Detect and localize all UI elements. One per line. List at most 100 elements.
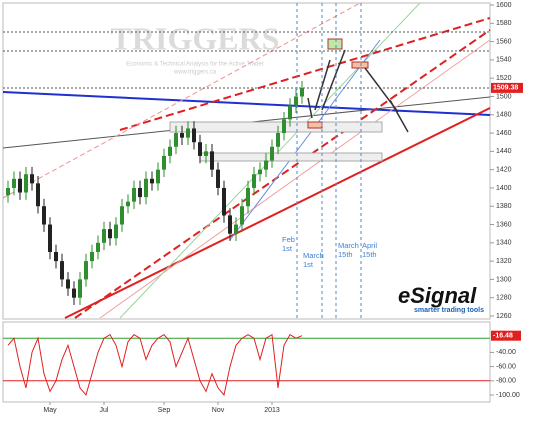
candle-body (54, 251, 58, 262)
logo-tagline: smarter trading tools (414, 307, 484, 314)
candle-body (168, 146, 172, 156)
annotation: 1st (303, 260, 314, 269)
y-tick-label: -60.00 (496, 363, 516, 370)
y-tick-label: 1600 (496, 2, 512, 9)
date-lines (296, 3, 362, 319)
candle-body (240, 206, 244, 225)
candle-body (180, 133, 184, 138)
y-tick-label: 1360 (496, 221, 512, 228)
candle-body (60, 261, 64, 280)
logo-name: eSignal (398, 283, 477, 308)
candle-body (264, 160, 268, 170)
candle-body (18, 178, 22, 193)
watermark: TRIGGERS Economic & Technical Analysis f… (111, 20, 280, 75)
candle-body (30, 174, 34, 184)
last-value-box (491, 82, 523, 93)
candle-body (144, 178, 148, 198)
candle-body (210, 151, 214, 170)
y-tick-label: 1580 (496, 20, 512, 27)
y-tick-label: 1560 (496, 38, 512, 45)
y-tick-label: -40.00 (496, 349, 516, 356)
candle-body (114, 224, 118, 239)
candle-body (48, 224, 52, 252)
candle-body (246, 187, 250, 207)
candle-body (150, 178, 154, 184)
y-tick-label: 1400 (496, 185, 512, 192)
annotation: April (362, 241, 377, 250)
annotation: March (303, 251, 324, 260)
watermark-url: www.triggers.ca (173, 70, 217, 76)
y-tick-label: -100.00 (496, 392, 520, 399)
candle-body (282, 119, 286, 134)
candle-body (66, 279, 70, 289)
candle-body (108, 229, 112, 239)
y-tick-label: 1460 (496, 130, 512, 137)
candle-body (24, 174, 28, 193)
candle-body (192, 128, 196, 143)
candle-body (216, 169, 220, 188)
y-tick-label: 1520 (496, 75, 512, 82)
candle-body (300, 87, 304, 97)
x-tick-label: Sep (158, 407, 171, 414)
annotation: 1st (282, 244, 293, 253)
candle-body (270, 146, 274, 161)
y-tick-label: 1420 (496, 166, 512, 173)
candle-body (294, 96, 298, 106)
candle-body (102, 229, 106, 243)
candle-body (120, 206, 124, 225)
candle-body (78, 279, 82, 298)
candle-body (132, 187, 136, 202)
y-tick-label: 1320 (496, 258, 512, 265)
price-panel (2, 2, 491, 320)
candle-body (84, 261, 88, 280)
x-tick-label: 2013 (264, 407, 280, 414)
candle-body (222, 187, 226, 216)
x-tick-label: Nov (212, 407, 225, 414)
candle-body (156, 169, 160, 184)
annotation: 15th (362, 250, 377, 259)
candle-body (228, 215, 232, 234)
y-tick-label: -80.00 (496, 378, 516, 385)
candle-body (162, 155, 166, 170)
watermark-title: TRIGGERS (111, 20, 280, 56)
y-tick-label: 1480 (496, 112, 512, 119)
indicator-panel (2, 321, 491, 403)
candle-body (72, 288, 76, 298)
last-value-label: -16.48 (493, 333, 513, 340)
indicator-line (7, 333, 303, 397)
candle-body (36, 183, 40, 207)
x-tick-label: May (43, 407, 57, 414)
candle-body (12, 178, 16, 188)
candle-body (138, 187, 142, 198)
candle-body (276, 133, 280, 147)
y-tick-label: 1260 (496, 313, 512, 320)
candle-body (6, 187, 10, 196)
candle-body (288, 105, 292, 120)
y-tick-label: 1300 (496, 276, 512, 283)
y-tick-label: 1340 (496, 240, 512, 247)
y-tick-label: 1440 (496, 148, 512, 155)
y-tick-label: 1380 (496, 203, 512, 210)
candle-body (198, 142, 202, 156)
candle-body (96, 242, 100, 252)
y-tick-label: 1500 (496, 93, 512, 100)
candle-body (234, 224, 238, 234)
candle-body (174, 133, 178, 147)
annotation: 15th (338, 250, 353, 259)
candle-body (252, 174, 256, 188)
last-value-label: 1509.38 (493, 85, 518, 92)
candle-body (204, 151, 208, 156)
y-tick-label: 1540 (496, 57, 512, 64)
y-tick-label: 1280 (496, 295, 512, 302)
candle-body (186, 128, 190, 138)
watermark-subtitle: Economic & Technical Analysis for the Ac… (126, 62, 264, 68)
x-tick-label: Jul (100, 407, 109, 414)
candle-body (126, 201, 130, 207)
candle-body (90, 251, 94, 262)
last-value-box (491, 330, 521, 341)
candle-body (42, 206, 46, 225)
annotation: March (338, 241, 359, 250)
annotation: Feb (282, 235, 295, 244)
candle-body (258, 169, 262, 175)
